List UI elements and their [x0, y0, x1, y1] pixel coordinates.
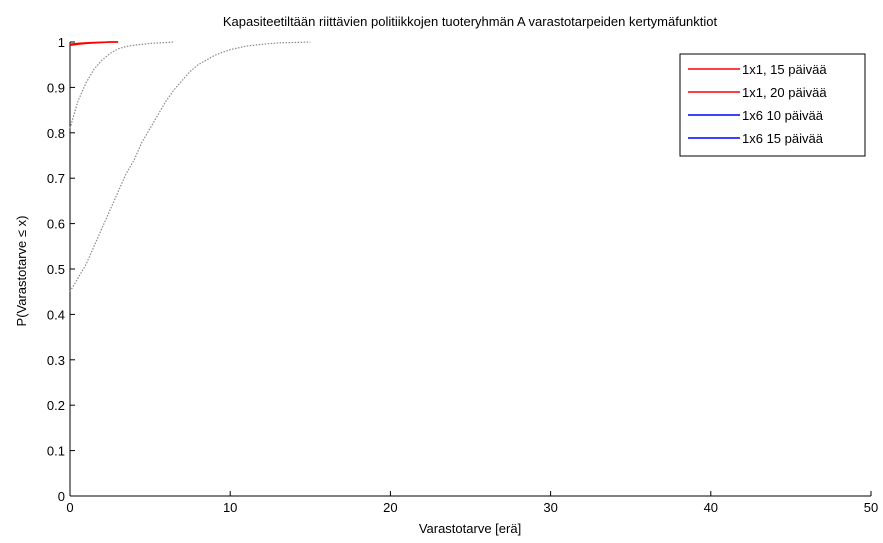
legend-label: 1x6 10 päivää [742, 108, 824, 123]
y-tick-label: 0 [58, 489, 65, 504]
y-axis-label: P(Varastotarve ≤ x) [14, 216, 29, 327]
legend-label: 1x6 15 päivää [742, 131, 824, 146]
x-tick-label: 50 [864, 500, 878, 515]
series-line-3 [69, 41, 175, 129]
x-tick-label: 40 [704, 500, 718, 515]
series-line-2 [69, 41, 119, 46]
y-tick-label: 0.4 [47, 307, 65, 322]
y-tick-label: 0.6 [47, 217, 65, 232]
x-axis-label: Varastotarve [erä] [419, 521, 521, 536]
x-tick-label: 0 [66, 500, 73, 515]
y-tick-label: 1 [58, 35, 65, 50]
y-tick-label: 0.3 [47, 353, 65, 368]
x-tick-label: 10 [223, 500, 237, 515]
legend-label: 1x1, 20 päivää [742, 85, 827, 100]
chart-title: Kapasiteetiltään riittävien politiikkoje… [223, 14, 718, 29]
y-tick-label: 0.7 [47, 171, 65, 186]
x-tick-label: 20 [383, 500, 397, 515]
x-tick-label: 30 [543, 500, 557, 515]
legend: 1x1, 15 päivää 1x1, 20 päivää 1x6 10 päivä… [679, 53, 866, 157]
y-tick-label: 0.1 [47, 444, 65, 459]
y-tick-label: 0.9 [47, 80, 65, 95]
y-tick-label: 0.2 [47, 398, 65, 413]
legend-box [679, 53, 866, 157]
y-tick-label: 0.8 [47, 126, 65, 141]
legend-label: 1x1, 15 päivää [742, 62, 827, 77]
y-tick-label: 0.5 [47, 262, 65, 277]
